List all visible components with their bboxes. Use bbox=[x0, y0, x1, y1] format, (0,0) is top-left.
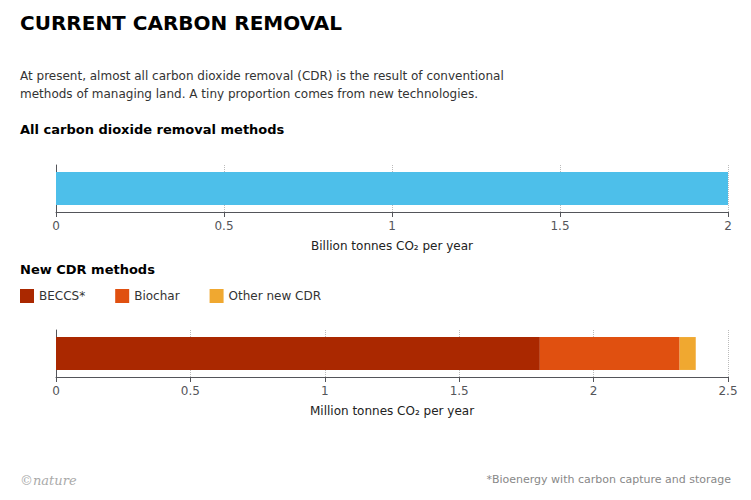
svg-text:©nature: ©nature bbox=[20, 473, 77, 488]
svg-text:1.5: 1.5 bbox=[550, 219, 569, 233]
svg-text:2.5: 2.5 bbox=[718, 384, 737, 398]
svg-text:Billion tonnes CO₂ per year: Billion tonnes CO₂ per year bbox=[311, 239, 473, 253]
svg-text:1: 1 bbox=[321, 384, 329, 398]
svg-text:At present, almost all carbon: At present, almost all carbon dioxide re… bbox=[20, 69, 504, 83]
svg-text:CURRENT CARBON REMOVAL: CURRENT CARBON REMOVAL bbox=[20, 11, 342, 35]
svg-text:*Bioenergy with carbon capture: *Bioenergy with carbon capture and stora… bbox=[486, 473, 731, 486]
svg-text:0: 0 bbox=[52, 219, 60, 233]
svg-text:1.5: 1.5 bbox=[450, 384, 469, 398]
svg-text:1: 1 bbox=[388, 219, 396, 233]
svg-text:methods of managing land. A ti: methods of managing land. A tiny proport… bbox=[20, 87, 478, 101]
svg-text:BECCS*: BECCS* bbox=[39, 289, 85, 303]
svg-text:2: 2 bbox=[724, 219, 732, 233]
svg-text:0.5: 0.5 bbox=[214, 219, 233, 233]
svg-text:2: 2 bbox=[590, 384, 598, 398]
svg-text:0: 0 bbox=[52, 384, 60, 398]
svg-text:All carbon dioxide removal met: All carbon dioxide removal methods bbox=[20, 122, 285, 137]
svg-text:Biochar: Biochar bbox=[134, 289, 179, 303]
svg-text:Million tonnes CO₂ per year: Million tonnes CO₂ per year bbox=[310, 404, 474, 418]
svg-text:New CDR methods: New CDR methods bbox=[20, 262, 155, 277]
svg-text:0.5: 0.5 bbox=[181, 384, 200, 398]
svg-text:Other new CDR: Other new CDR bbox=[229, 289, 321, 303]
